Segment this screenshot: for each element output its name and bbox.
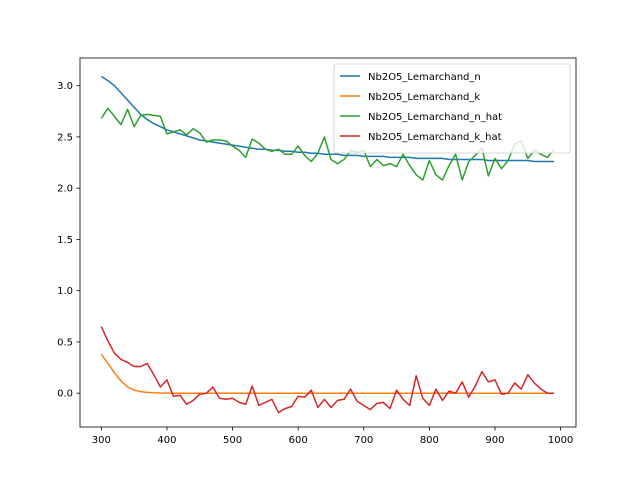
series-line-0: [100, 75, 554, 163]
y-tick-label: 2.5: [57, 132, 73, 143]
y-tick-label: 1.5: [57, 235, 73, 246]
legend-label-1: Nb2O5_Lemarchand_k: [368, 92, 480, 103]
series-line-1: [100, 353, 554, 394]
legend-box: [333, 63, 571, 154]
y-tick-label: 0.5: [57, 337, 73, 348]
x-tick-label: 400: [157, 435, 176, 446]
y-tick-label: 3.0: [57, 81, 73, 92]
x-tick-label: 600: [289, 435, 308, 446]
series-line-3: [100, 326, 554, 414]
legend-label-2: Nb2O5_Lemarchand_n_hat: [368, 112, 502, 123]
axes-frame: [79, 57, 577, 428]
x-tick-label: 900: [485, 435, 504, 446]
x-tick-label: 800: [420, 435, 439, 446]
legend-label-3: Nb2O5_Lemarchand_k_hat: [368, 132, 502, 143]
y-tick-label: 2.0: [57, 184, 73, 195]
x-tick-label: 300: [92, 435, 111, 446]
x-tick-label: 700: [354, 435, 373, 446]
x-tick-label: 500: [223, 435, 242, 446]
axes: 300 400 500 600 700 800 900 1000 0.0 0.5 1.0 1.5 2.0…: [57, 57, 577, 446]
y-tick-label: 0.0: [57, 389, 73, 400]
legend-label-0: Nb2O5_Lemarchand_n: [368, 72, 481, 83]
y-tick-label: 1.0: [57, 286, 73, 297]
legend: Nb2O5_Lemarchand_n Nb2O5_Lemarchand_k Nb2O…: [333, 63, 571, 154]
x-tick-label: 1000: [548, 435, 573, 446]
